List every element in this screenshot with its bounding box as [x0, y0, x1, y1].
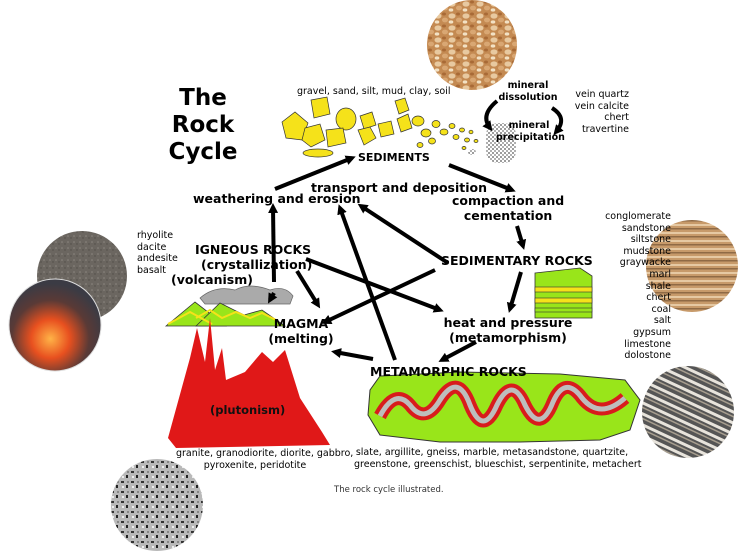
precipitates-list: vein quartz vein calcite chert travertin… [560, 89, 629, 135]
metamorphic-block [367, 371, 641, 443]
sediments-label: SEDIMENTS [358, 151, 430, 164]
label-line: mineral [508, 120, 550, 131]
label-line: MAGMA [273, 316, 329, 331]
list-item: vein calcite [574, 100, 629, 112]
page-title: The Rock Cycle [158, 85, 248, 166]
mineral-precipitation-label: mineral precipitation [496, 120, 565, 143]
list-item: dacite [137, 241, 167, 253]
sedimentary-label: SEDIMENTARY ROCKS [441, 253, 593, 268]
list-item: travertine [581, 123, 629, 135]
list-item: chert [646, 292, 671, 304]
heat-pressure-label: heat and pressure (metamorphism) [441, 315, 575, 345]
figure-caption: The rock cycle illustrated. [334, 485, 444, 495]
list-item: limestone [624, 338, 671, 350]
transport-label: transport and deposition [311, 180, 488, 195]
sediment-types-label: gravel, sand, silt, mud, clay, soil [297, 86, 451, 97]
weathering-label: weathering and erosion [193, 191, 361, 206]
plutonic-rocks-list: granite, granodiorite, diorite, gabbro, … [176, 448, 354, 471]
list-item: gypsum [633, 326, 671, 338]
list-item: granite, granodiorite, diorite, gabbro, [176, 448, 354, 459]
label-line: (melting) [268, 331, 334, 346]
plutonism-label: (plutonism) [210, 403, 286, 417]
compaction-label: compaction and cementation [452, 193, 564, 223]
volcanic-rocks-list: rhyolite dacite andesite basalt [137, 230, 178, 276]
label-line: compaction and [452, 193, 565, 208]
list-item: sandstone [621, 222, 671, 234]
title-line: Rock [171, 112, 235, 138]
label-line: cementation [463, 208, 553, 223]
label-line: precipitation [496, 131, 565, 143]
lava-photo-icon [8, 278, 102, 372]
list-item: coal [651, 303, 672, 315]
list-item: rhyolite [137, 230, 174, 241]
list-item: basalt [137, 264, 166, 276]
list-item: pyroxenite, peridotite [203, 459, 307, 471]
dissolution-arrow [550, 106, 564, 136]
igneous-label: IGNEOUS ROCKS (crystallization) (volcani… [168, 242, 312, 287]
metamorphic-rocks-list: slate, argillite, gneiss, marble, metasa… [354, 447, 642, 470]
title-line: Cycle [168, 139, 238, 165]
list-item: marl [649, 268, 671, 280]
magma-label: MAGMA (melting) [264, 316, 338, 346]
list-item: dolostone [624, 350, 671, 362]
mineral-dissolution-label: mineral dissolution [498, 80, 558, 103]
sediment-particles [281, 96, 479, 158]
volcano-illustration [164, 285, 294, 327]
gravel-photo-icon [427, 0, 517, 90]
title-line: The [179, 85, 227, 111]
list-item: shale [645, 280, 671, 292]
sandstone-photo-icon [646, 220, 738, 312]
label-line: IGNEOUS ROCKS [195, 242, 312, 257]
sedimentary-rocks-list: conglomerate sandstone siltstone mudston… [573, 211, 671, 362]
granite-photo-icon [111, 459, 203, 551]
list-item: slate, argillite, gneiss, marble, metasa… [355, 447, 629, 458]
list-item: mudstone [623, 245, 671, 257]
list-item: andesite [137, 253, 178, 265]
silt-dots [486, 123, 516, 163]
label-line: mineral [507, 80, 549, 91]
list-item: vein quartz [575, 89, 629, 100]
precipitation-arrow [482, 99, 499, 132]
label-line: (metamorphism) [449, 330, 567, 345]
list-item: greenstone, greenschist, blueschist, ser… [354, 458, 642, 470]
label-line: heat and pressure [443, 315, 573, 330]
cycle-arrows [268, 155, 527, 362]
label-line: (volcanism) [171, 272, 253, 287]
pluton-illustration [168, 318, 330, 448]
list-item: chert [604, 112, 629, 124]
gneiss-photo-icon [642, 366, 734, 458]
list-item: graywacke [619, 257, 671, 269]
label-line: (crystallization) [201, 257, 313, 272]
label-line: dissolution [498, 91, 558, 103]
metamorphic-label: METAMORPHIC ROCKS [370, 364, 527, 379]
list-item: salt [653, 315, 671, 327]
sedimentary-block [534, 267, 593, 319]
list-item: conglomerate [605, 211, 671, 222]
list-item: siltstone [630, 234, 671, 246]
